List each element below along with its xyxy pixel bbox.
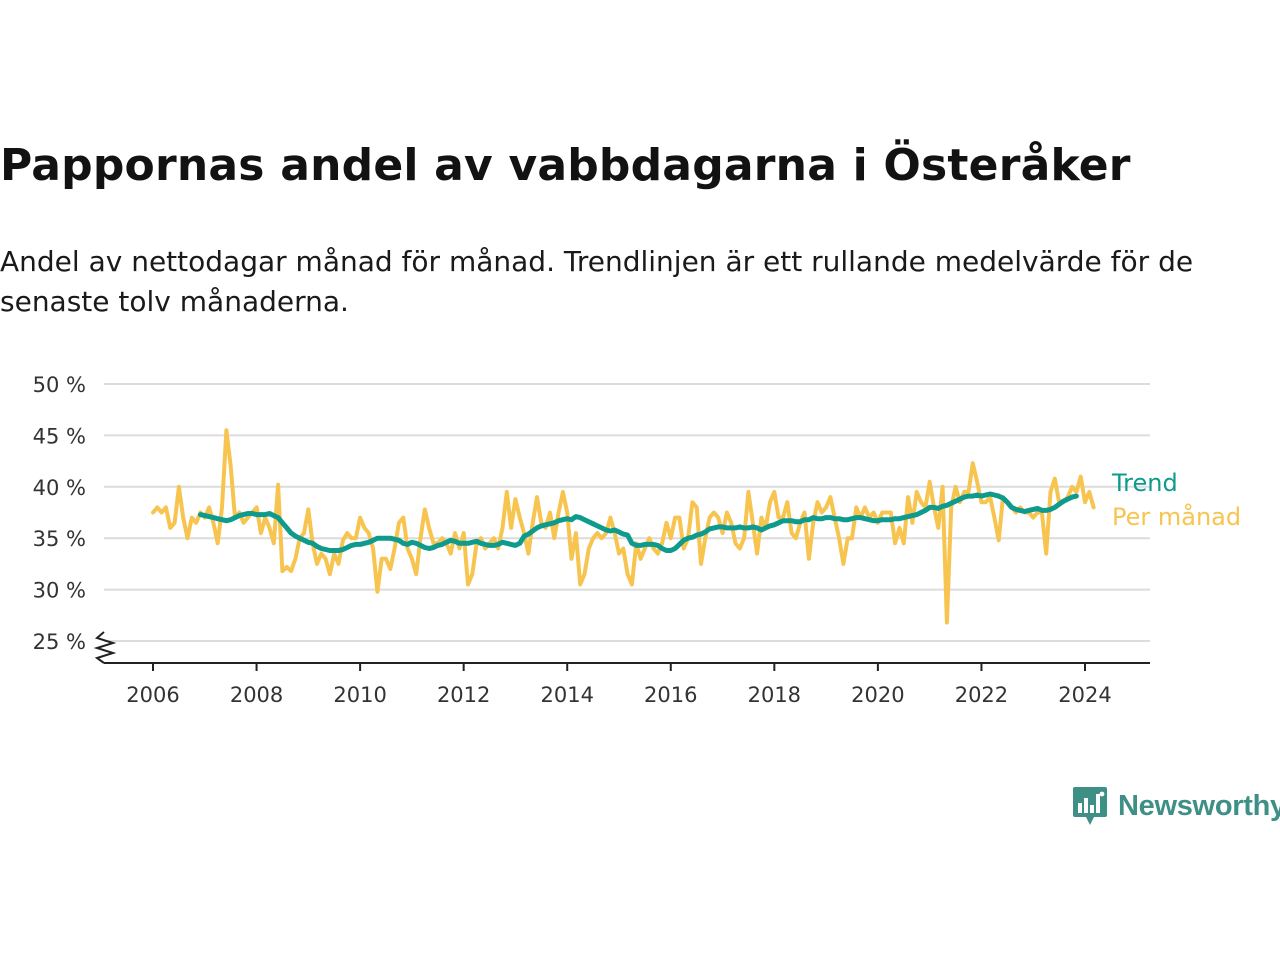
x-axis: 2006 2008 2010 2012 2014 2016 2018 2020 2022 2024 [104, 662, 1150, 707]
legend-label-per-manad: Per månad [1112, 502, 1241, 531]
x-tick-label: 2010 [333, 683, 386, 707]
series-lines [151, 428, 1096, 625]
y-axis: 25 % 30 % 35 % 40 % 45 % 50 % [33, 373, 117, 664]
y-tick-label: 30 % [33, 579, 86, 603]
line-chart: 25 % 30 % 35 % 40 % 45 % 50 % 2006 2008 2010 201… [33, 373, 1241, 707]
chart-subtitle: Andel av nettodagar månad för månad. Tre… [0, 245, 1194, 318]
legend: Trend Per månad [1111, 469, 1241, 531]
x-tick-label: 2020 [851, 683, 904, 707]
x-tick-label: 2012 [437, 683, 490, 707]
x-tick-label: 2016 [644, 683, 697, 707]
x-tick-label: 2006 [126, 683, 179, 707]
x-tick-label: 2008 [230, 683, 283, 707]
series-line-per-manad [151, 428, 1096, 625]
y-tick-label: 40 % [33, 476, 86, 500]
series-line-trend [198, 491, 1079, 553]
x-tick-label: 2022 [955, 683, 1008, 707]
y-tick-label: 25 % [33, 630, 86, 654]
newsworthy-icon [1073, 787, 1107, 825]
axis-break-icon [93, 631, 117, 664]
y-tick-label: 35 % [33, 527, 86, 551]
chart-title: Pappornas andel av vabbdagarna i Österåk… [0, 140, 1131, 191]
x-tick-label: 2018 [748, 683, 801, 707]
x-tick-label: 2014 [540, 683, 593, 707]
legend-label-trend: Trend [1111, 469, 1178, 497]
x-tick-label: 2024 [1058, 683, 1111, 707]
brand-logo: Newsworthy [1072, 784, 1280, 828]
y-tick-label: 45 % [33, 424, 86, 448]
brand-name: Newsworthy [1118, 789, 1280, 822]
y-tick-label: 50 % [33, 373, 86, 397]
